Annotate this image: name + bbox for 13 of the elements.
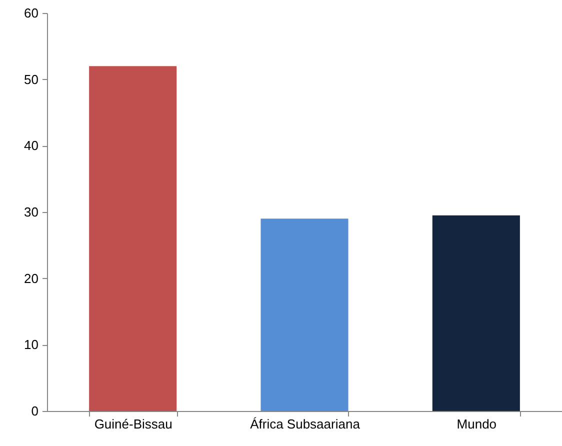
y-tick-label: 20 xyxy=(24,270,38,286)
y-tick-label: 30 xyxy=(24,204,38,220)
y-tick-label: 60 xyxy=(24,6,38,20)
y-tick-label: 10 xyxy=(24,337,38,352)
y-tick-label: 40 xyxy=(24,138,38,154)
bar xyxy=(260,218,348,411)
x-tick-label: Mundo xyxy=(456,416,497,432)
y-tick-label: 0 xyxy=(31,404,38,418)
bar xyxy=(89,66,177,411)
x-tick-label: África Subsaariana xyxy=(250,416,361,432)
x-tick-label: Guiné-Bissau xyxy=(94,416,172,432)
bar xyxy=(432,215,520,411)
y-tick-label: 50 xyxy=(24,72,38,87)
